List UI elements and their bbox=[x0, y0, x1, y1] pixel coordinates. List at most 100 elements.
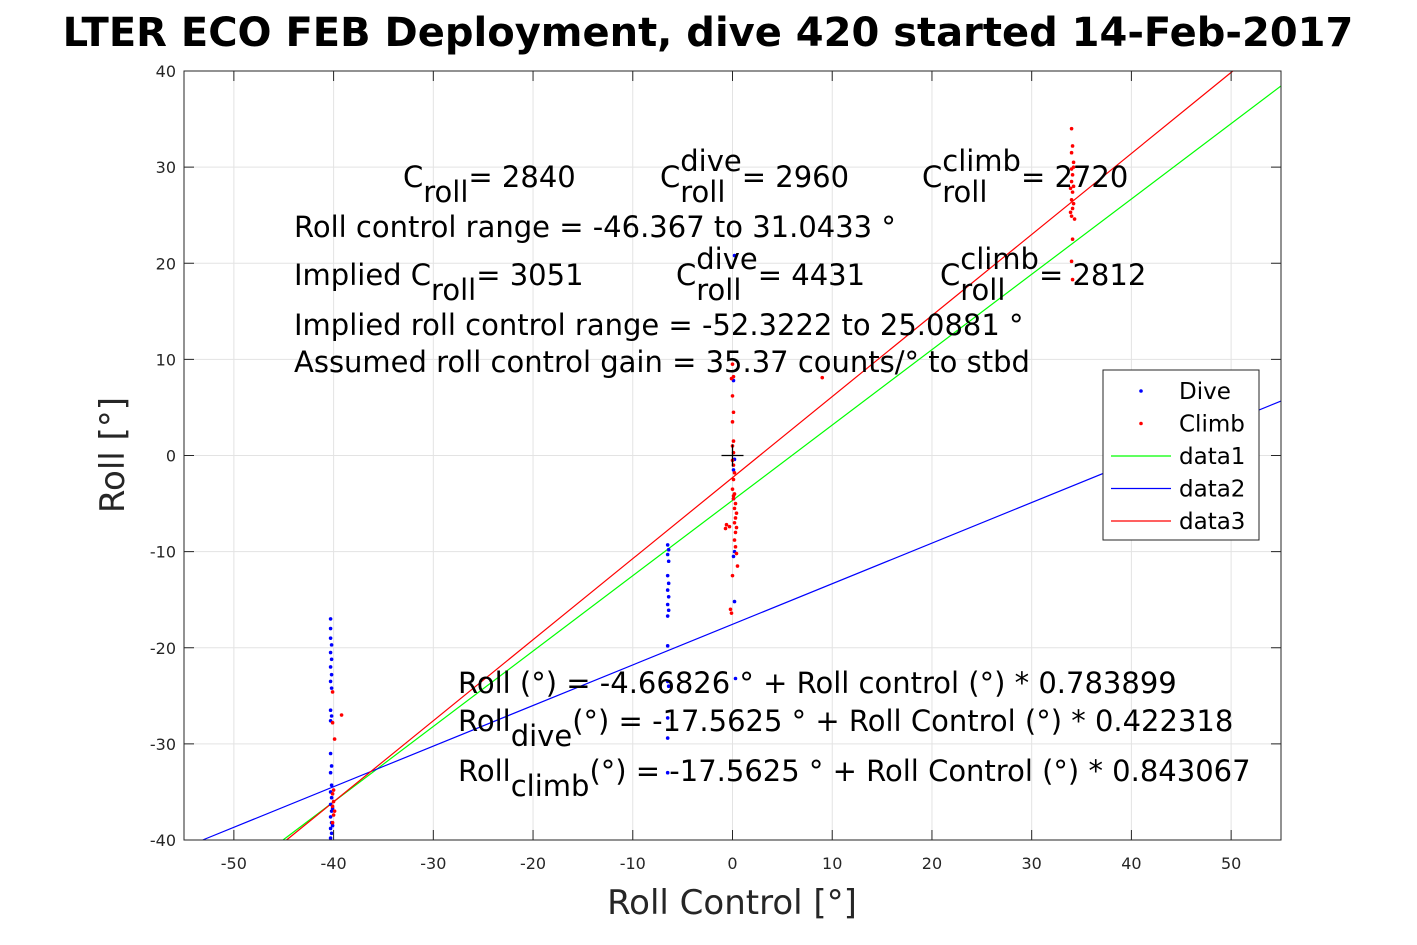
dive-point bbox=[665, 588, 670, 592]
dive-point bbox=[329, 764, 334, 768]
dive-point bbox=[666, 559, 671, 564]
x-tick-label: -20 bbox=[520, 854, 546, 873]
dive-point bbox=[665, 716, 670, 720]
climb-point bbox=[1071, 160, 1076, 165]
x-tick-label: 50 bbox=[1221, 854, 1241, 873]
climb-point bbox=[1070, 144, 1075, 148]
c-roll-dive-label-sup: dive bbox=[680, 144, 741, 178]
dive-point bbox=[328, 708, 333, 713]
climb-point bbox=[1070, 173, 1075, 177]
fit-climb-equation-sub: climb bbox=[511, 769, 590, 803]
x-tick-label: 30 bbox=[1022, 854, 1042, 873]
gain-text: Assumed roll control gain = 35.37 counts… bbox=[294, 345, 1030, 379]
fit-climb-equation-rest: (°) = -17.5625 ° + Roll Control (°) * 0.… bbox=[589, 754, 1250, 788]
dive-point bbox=[665, 770, 670, 775]
climb-point bbox=[730, 362, 735, 366]
y-axis-title: Roll [°] bbox=[93, 397, 133, 513]
c-roll-climb-label-value: = 2720 bbox=[1021, 160, 1128, 194]
climb-point bbox=[731, 496, 736, 501]
dive-point bbox=[328, 836, 333, 840]
fit-line-data3 bbox=[286, 70, 1234, 841]
x-tick-label: -30 bbox=[420, 854, 446, 873]
x-axis-title: Roll Control [°] bbox=[607, 883, 857, 923]
dive-point bbox=[328, 665, 333, 669]
climb-point bbox=[731, 410, 736, 415]
dive-point bbox=[328, 770, 333, 775]
climb-point bbox=[1070, 206, 1075, 211]
dive-point bbox=[665, 644, 670, 648]
fit-climb-equation: Roll bbox=[458, 754, 511, 788]
climb-point bbox=[724, 522, 729, 527]
climb-point bbox=[1069, 179, 1074, 184]
climb-point bbox=[729, 611, 734, 615]
climb-point bbox=[1069, 198, 1074, 202]
climb-point bbox=[1070, 190, 1075, 194]
climb-point bbox=[731, 494, 736, 498]
legend-label-Climb: Climb bbox=[1179, 412, 1245, 438]
climb-point bbox=[330, 690, 335, 694]
legend: Dive Climb data1 data2 data3 bbox=[1102, 369, 1260, 541]
y-tick-label: 0 bbox=[166, 447, 176, 466]
implied-c-roll-climb-label-sub: roll bbox=[960, 273, 1005, 307]
climb-point bbox=[332, 737, 337, 741]
c-roll-label-value: = 2840 bbox=[468, 160, 575, 194]
implied-c-roll-dive-label: C bbox=[676, 258, 696, 292]
fit-dive-equation-sub: dive bbox=[511, 719, 572, 753]
dive-point bbox=[328, 826, 333, 831]
dive-point bbox=[666, 684, 671, 688]
y-tick-label: -10 bbox=[150, 543, 176, 562]
dive-point bbox=[329, 686, 334, 690]
legend-label-data2: data2 bbox=[1179, 477, 1245, 503]
legend-swatch-Climb bbox=[1139, 421, 1143, 426]
dive-point bbox=[665, 573, 670, 578]
c-roll-label: C bbox=[403, 160, 423, 194]
legend-label-Dive: Dive bbox=[1179, 379, 1231, 405]
roll-control-range-text: Roll control range = -46.367 to 31.0433 … bbox=[294, 210, 896, 244]
fit-dive-equation: Roll bbox=[458, 704, 511, 738]
climb-point bbox=[1069, 126, 1074, 131]
climb-point bbox=[732, 520, 737, 525]
climb-point bbox=[731, 439, 736, 443]
dive-point bbox=[731, 468, 736, 472]
climb-point bbox=[734, 551, 739, 556]
x-tick-label: -50 bbox=[221, 854, 247, 873]
dive-point bbox=[328, 636, 333, 640]
climb-point bbox=[330, 820, 335, 825]
climb-point bbox=[730, 420, 735, 424]
climb-point bbox=[1068, 210, 1073, 215]
dive-point bbox=[328, 617, 333, 621]
dive-point bbox=[328, 650, 333, 655]
c-roll-climb-label: C bbox=[922, 160, 942, 194]
climb-point bbox=[727, 524, 732, 529]
implied-c-roll-climb-label: C bbox=[940, 258, 960, 292]
climb-point bbox=[1071, 165, 1076, 169]
climb-point bbox=[733, 545, 738, 549]
climb-point bbox=[734, 511, 739, 515]
c-roll-dive-label: C bbox=[660, 160, 680, 194]
dive-point bbox=[665, 679, 670, 684]
legend-label-data3: data3 bbox=[1179, 509, 1245, 535]
climb-point bbox=[729, 376, 734, 381]
dive-point bbox=[329, 795, 334, 800]
dive-point bbox=[329, 783, 334, 788]
dive-point bbox=[328, 815, 333, 819]
implied-c-roll-label-sub: roll bbox=[431, 273, 476, 307]
climb-point bbox=[1069, 150, 1074, 155]
climb-point bbox=[332, 809, 337, 813]
implied-c-roll-dive-label-value: = 4431 bbox=[758, 258, 865, 292]
dive-point bbox=[329, 657, 334, 662]
climb-point bbox=[733, 516, 738, 520]
climb-point bbox=[723, 526, 728, 531]
climb-point bbox=[1072, 217, 1077, 221]
climb-point bbox=[1071, 184, 1076, 189]
implied-c-roll-label-value: = 3051 bbox=[476, 258, 583, 292]
implied-c-roll-label: Implied C bbox=[294, 258, 431, 292]
implied-range-text: Implied roll control range = -52.3222 to… bbox=[294, 308, 1024, 342]
dive-point bbox=[329, 672, 334, 677]
chart-title: LTER ECO FEB Deployment, dive 420 starte… bbox=[63, 10, 1354, 56]
dive-point bbox=[328, 751, 333, 756]
climb-point bbox=[732, 471, 737, 475]
dive-point bbox=[328, 626, 333, 631]
